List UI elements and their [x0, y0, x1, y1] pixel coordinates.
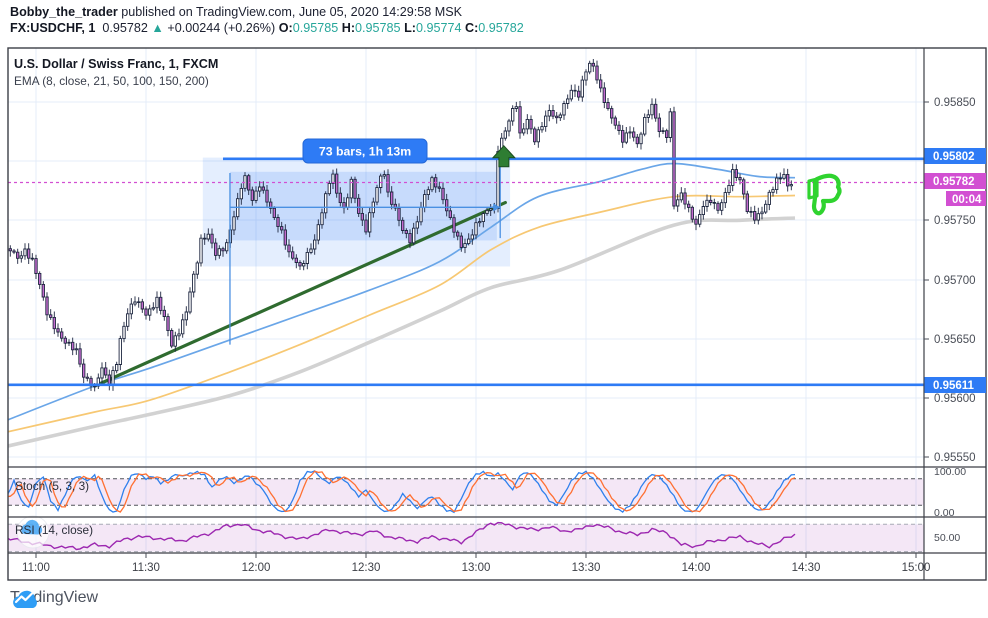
- open-label: O:: [278, 21, 293, 35]
- measure-callout-label: 73 bars, 1h 13m: [319, 145, 411, 159]
- rsi-pane[interactable]: [7, 521, 924, 553]
- rsi-label: RSI (14, close): [15, 523, 93, 537]
- open-value: 0.95785: [292, 21, 339, 35]
- time-tick-label: 11:30: [132, 562, 160, 574]
- price-tick: 0.95550: [924, 452, 976, 464]
- measure-callout[interactable]: 73 bars, 1h 13m: [302, 138, 428, 164]
- chart-area-bg: [8, 48, 986, 580]
- price-tick: 0.95700: [924, 275, 976, 287]
- close-label: C:: [464, 21, 479, 35]
- time-tick-label: 15:00: [902, 562, 931, 574]
- chart-title: U.S. Dollar / Swiss Franc, 1, FXCM: [14, 57, 219, 71]
- price-scale[interactable]: 0.95850 0.95750 0.95700 0.95650 0.95600 …: [924, 97, 976, 544]
- time-tick-label: 13:30: [572, 562, 601, 574]
- time-tick-label: 12:30: [352, 562, 381, 574]
- price-tick-label: 0.95850: [934, 97, 976, 109]
- publish-info: Bobby_the_trader published on TradingVie…: [10, 5, 462, 19]
- time-tick-label: 11:00: [22, 562, 50, 574]
- thumbs-down-icon: [807, 173, 842, 216]
- high-label: H:: [341, 21, 356, 35]
- price-change: +0.00244 (+0.26%): [167, 21, 276, 35]
- bar-countdown-label: 00:04: [946, 191, 986, 206]
- svg-text:0.95802: 0.95802: [933, 151, 975, 163]
- close-value: 0.95782: [478, 21, 524, 35]
- current-price-label: 0.95782: [924, 173, 986, 189]
- stoch-scale-bottom: 0.00: [934, 507, 955, 519]
- svg-text:00:04: 00:04: [952, 194, 982, 206]
- tradingview-logo-icon: [13, 590, 37, 608]
- author-name: Bobby_the_trader: [10, 5, 118, 19]
- stoch-pane[interactable]: [7, 470, 924, 514]
- date-range-tool[interactable]: [229, 165, 501, 345]
- stoch-label: Stoch (5, 3, 3): [15, 479, 89, 493]
- svg-text:0.95611: 0.95611: [933, 380, 975, 392]
- time-tick-label: 13:00: [462, 562, 491, 574]
- trend-line[interactable]: [93, 200, 507, 388]
- price-tick: 0.95850: [924, 97, 976, 109]
- svg-text:0.95782: 0.95782: [933, 176, 975, 188]
- resistance-price-label: 0.95802: [924, 148, 986, 164]
- publish-text: published on TradingView.com, June 05, 2…: [117, 5, 463, 19]
- tradingview-watermark-icon: [16, 515, 50, 549]
- pane-frame: [7, 47, 987, 581]
- price-tick-label: 0.95700: [934, 275, 976, 287]
- rsi-scale-mid: 50.00: [934, 532, 960, 544]
- support-price-label: 0.95611: [924, 377, 986, 393]
- tradingview-brand[interactable]: TradingView: [10, 589, 98, 608]
- last-price: 0.95782: [102, 21, 148, 35]
- price-tick-label: 0.95650: [934, 334, 976, 346]
- price-tick: 0.95650: [924, 334, 976, 346]
- gridlines: [8, 48, 924, 553]
- price-tick-label: 0.95600: [934, 393, 976, 405]
- symbol-info-bar: FX:USDCHF, 1 0.95782 ▲ +0.00244 (+0.26%)…: [10, 21, 524, 35]
- stoch-scale-top: 100.00: [934, 466, 966, 478]
- high-value: 0.95785: [355, 21, 401, 35]
- low-label: L:: [404, 21, 416, 35]
- symbol-name: FX:USDCHF, 1: [10, 21, 96, 35]
- time-tick-label: 12:00: [242, 562, 271, 574]
- change-arrow-icon: ▲: [151, 21, 164, 35]
- time-scale[interactable]: 11:00 11:30 12:00 12:30 13:00 13:30 14:0…: [22, 553, 930, 574]
- price-tick: 0.95600: [924, 393, 976, 405]
- ema-legend: EMA (8, close, 21, 50, 100, 150, 200): [14, 74, 209, 89]
- price-tick-label: 0.95750: [934, 215, 976, 227]
- candles: [8, 59, 793, 392]
- buy-arrow-marker-icon: [491, 145, 517, 168]
- price-tick: 0.95750: [924, 215, 976, 227]
- low-value: 0.95774: [415, 21, 462, 35]
- chart-legend: U.S. Dollar / Swiss Franc, 1, FXCM EMA (…: [14, 55, 218, 90]
- price-tick-label: 0.95550: [934, 452, 976, 464]
- time-tick-label: 14:00: [682, 562, 711, 574]
- time-tick-label: 14:30: [792, 562, 821, 574]
